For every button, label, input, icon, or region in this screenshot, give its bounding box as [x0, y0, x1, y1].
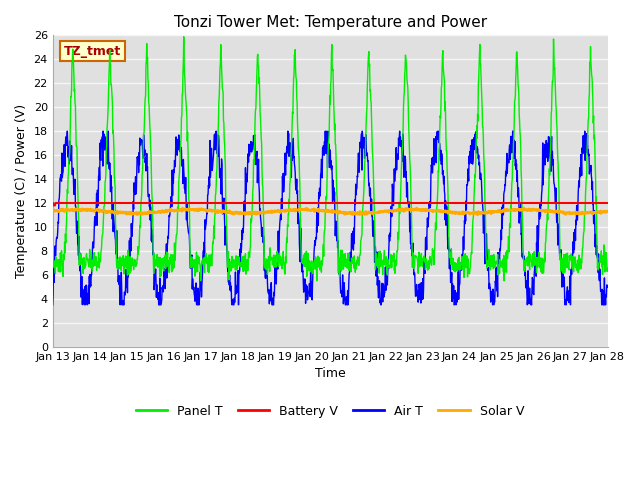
Solar V	[604, 208, 611, 214]
Line: Panel T: Panel T	[52, 37, 607, 281]
Panel T	[490, 266, 497, 272]
Line: Battery V: Battery V	[52, 203, 607, 205]
Solar V	[474, 212, 481, 218]
Air T	[49, 302, 56, 308]
Air T	[63, 128, 71, 134]
Legend: Panel T, Battery V, Air T, Solar V: Panel T, Battery V, Air T, Solar V	[131, 400, 529, 423]
Line: Air T: Air T	[52, 131, 607, 305]
Air T	[417, 290, 424, 296]
Battery V	[49, 203, 57, 208]
Battery V	[159, 200, 167, 206]
Panel T	[180, 34, 188, 40]
Solar V	[489, 209, 497, 215]
Panel T	[604, 265, 611, 271]
Battery V	[49, 200, 56, 206]
X-axis label: Time: Time	[315, 367, 346, 380]
Solar V	[520, 205, 527, 211]
Air T	[489, 286, 497, 292]
Panel T	[49, 250, 56, 256]
Solar V	[234, 210, 242, 216]
Y-axis label: Temperature (C) / Power (V): Temperature (C) / Power (V)	[15, 104, 28, 278]
Air T	[159, 283, 167, 288]
Battery V	[489, 200, 497, 206]
Solar V	[49, 208, 56, 214]
Panel T	[235, 254, 243, 260]
Battery V	[417, 200, 424, 206]
Panel T	[417, 263, 425, 269]
Air T	[538, 188, 546, 193]
Battery V	[173, 200, 180, 206]
Panel T	[197, 278, 205, 284]
Solar V	[172, 208, 180, 214]
Solar V	[416, 208, 424, 214]
Panel T	[172, 235, 180, 241]
Panel T	[538, 271, 546, 276]
Air T	[235, 302, 243, 308]
Battery V	[538, 200, 546, 206]
Title: Tonzi Tower Met: Temperature and Power: Tonzi Tower Met: Temperature and Power	[173, 15, 486, 30]
Panel T	[159, 261, 166, 266]
Text: TZ_tmet: TZ_tmet	[64, 45, 121, 58]
Solar V	[538, 208, 546, 214]
Solar V	[159, 208, 166, 214]
Battery V	[604, 200, 611, 206]
Battery V	[235, 200, 243, 206]
Air T	[173, 142, 180, 147]
Line: Solar V: Solar V	[52, 208, 607, 215]
Air T	[604, 285, 611, 290]
